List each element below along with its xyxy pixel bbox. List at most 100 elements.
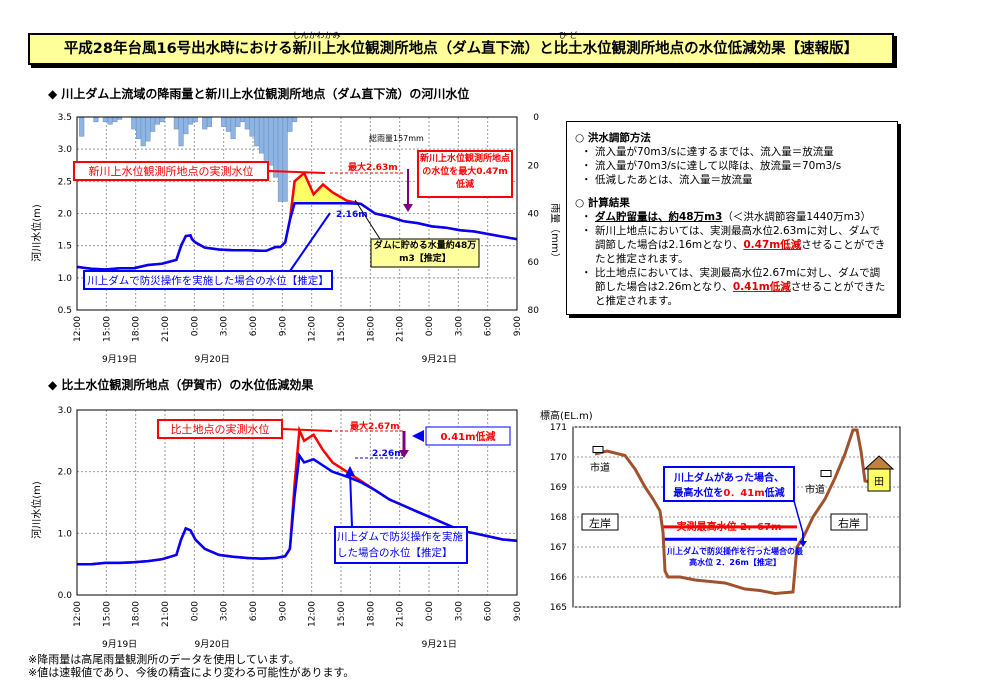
x-tick-label: 0:00 xyxy=(425,601,435,621)
date-label: 9月21日 xyxy=(422,354,457,365)
reduction-box xyxy=(417,150,513,198)
rain-bar xyxy=(135,116,142,139)
x-tick-label: 12:00 xyxy=(308,601,318,627)
section2-title: ◆ 比土水位観測所地点（伊賀市）の水位低減効果 xyxy=(48,378,314,392)
rain-bar xyxy=(277,116,283,202)
date-label: 9月20日 xyxy=(195,354,230,365)
note-leader xyxy=(793,500,804,534)
x-tick-label: 9:00 xyxy=(278,316,288,336)
estimated-water-level-line xyxy=(77,452,518,566)
date-label: 9月19日 xyxy=(102,354,137,365)
storage-leader xyxy=(354,199,381,240)
title-part: 新川上 xyxy=(292,41,337,57)
y-tick-label: 3.0 xyxy=(58,406,73,416)
result-heading: ○ 計算結果 xyxy=(575,197,630,209)
result-text: させることができたと推定されます。 xyxy=(595,281,886,307)
x-tick-label: 18:00 xyxy=(132,316,142,342)
x-tick-label: 15:00 xyxy=(102,601,112,627)
right-bank-box xyxy=(830,513,868,531)
rain-bar xyxy=(159,116,165,123)
storage-box-text: ダムに貯める水量約48万m3【推定】 xyxy=(374,241,477,264)
rain-bar xyxy=(254,116,260,147)
rain-bar xyxy=(192,116,198,123)
y-tick-label: 165 xyxy=(550,603,567,613)
rain-bar xyxy=(145,116,151,142)
max-label: 最大2.63m xyxy=(348,161,398,173)
y-tick-label: 166 xyxy=(550,573,567,583)
rain-bar xyxy=(282,116,288,202)
y2-tick-label: 40 xyxy=(528,210,540,220)
date-label: 9月21日 xyxy=(422,639,457,650)
plot-frame xyxy=(76,409,518,596)
rain-bar xyxy=(173,116,179,130)
x-tick-label: 9:00 xyxy=(513,316,523,336)
y-tick-label: 170 xyxy=(550,453,567,463)
y2-tick-label: 80 xyxy=(528,306,540,316)
rain-bar xyxy=(131,116,137,130)
date-label: 9月20日 xyxy=(195,639,230,650)
reduction-box xyxy=(425,426,511,446)
y2-tick-label: 20 xyxy=(528,161,540,171)
x-tick-label: 12:00 xyxy=(73,316,83,342)
x-tick-label: 18:00 xyxy=(132,601,142,627)
method-heading: ○ 洪水調節方法 xyxy=(575,132,651,144)
x-tick-label: 12:00 xyxy=(308,316,318,342)
y-tick-label: 0.5 xyxy=(58,306,72,316)
result-item: 比土地点においては、実測最高水位2.67mに対し、ダムで調節した場合は2.26m… xyxy=(581,266,889,308)
rain-bar xyxy=(178,116,184,147)
shinkawakami-chart: 0.5 1.0 1.5 2.0 2.5 3.0 3.5 12:00 15:00 18:00 21:0… xyxy=(30,113,560,365)
max-label: 最大2.67m xyxy=(350,420,400,432)
x-tick-label: 15:00 xyxy=(337,601,347,627)
y-tick-label: 169 xyxy=(550,483,567,493)
rain-bar xyxy=(230,116,236,139)
reduction-label: 0.41m低減 xyxy=(440,430,495,443)
rain-bar xyxy=(244,116,250,130)
x-tick-label: 15:00 xyxy=(337,316,347,342)
reduction-note-box xyxy=(663,466,795,502)
method-item: 流入量が70m3/sに達するまでは、流入量＝放流量 xyxy=(581,145,889,159)
rain-bar xyxy=(268,116,274,166)
rain-bar xyxy=(235,116,241,127)
rain-bar xyxy=(258,116,265,154)
title-part: 水位観測所地点の水位低減効果【速報版】 xyxy=(582,41,859,57)
estimated-label-box xyxy=(83,270,333,290)
result-item: 新川上地点においては、実測最高水位2.63mに対し、ダムで調節した場合は2.16… xyxy=(581,224,889,266)
left-road-label: 市道 xyxy=(590,461,610,474)
page-title: 平成28年台風16号出水時における しんかわかみ 新川上水位観測所地点（ダム直下流）… xyxy=(28,31,894,65)
rain-bar xyxy=(93,116,99,123)
result-text: させることができたと推定されます。 xyxy=(595,239,886,265)
y-axis-label: 河川水位(m) xyxy=(30,481,43,539)
measured-leader xyxy=(267,170,326,174)
x-tick-label: 6:00 xyxy=(249,601,259,621)
y-tick-label: 171 xyxy=(550,423,567,433)
left-bank-label: 左岸 xyxy=(589,517,611,530)
y-tick-label: 0.0 xyxy=(58,591,73,601)
est-label: 2.26m xyxy=(372,449,404,459)
estimated-water-level-line xyxy=(76,201,518,271)
rain-bar xyxy=(221,116,227,127)
x-tick-label: 21:00 xyxy=(161,316,171,342)
rain-bar xyxy=(79,116,85,137)
rain-bar xyxy=(107,116,113,125)
rain-bar xyxy=(202,116,208,130)
y-tick-label: 3.5 xyxy=(58,113,72,123)
reduction-arrowhead xyxy=(403,204,413,212)
reduction-arrowhead xyxy=(399,450,409,458)
est-label: 2.16m xyxy=(336,210,368,220)
left-road-marker xyxy=(592,446,604,453)
y-axis-label: 標高(EL.m) xyxy=(540,409,593,422)
method-list: 流入量が70m3/sに達するまでは、流入量＝放流量 流入量が70m3/sに達して… xyxy=(575,145,889,187)
x-tick-label: 21:00 xyxy=(161,601,171,627)
rain-bar xyxy=(240,116,246,123)
y-tick-label: 2.0 xyxy=(58,210,73,220)
y-tick-label: 1.0 xyxy=(58,274,73,284)
field-label: 田 xyxy=(874,477,884,488)
rain-bar xyxy=(140,116,146,147)
x-tick-label: 0:00 xyxy=(190,601,200,621)
reduction-note-b: 最高水位を0．41m低減 xyxy=(673,486,784,499)
x-tick-label: 18:00 xyxy=(366,316,376,342)
rain-bar xyxy=(292,116,298,123)
x-tick-label: 6:00 xyxy=(249,316,259,336)
section1-title: ◆ 川上ダム上流域の降雨量と新川上水位観測所地点（ダム直下流）の河川水位 xyxy=(48,87,470,101)
rain-bar xyxy=(263,116,269,161)
